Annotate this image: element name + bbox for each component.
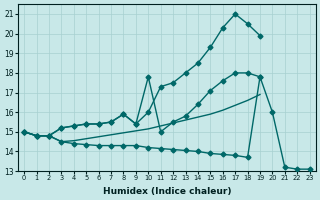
X-axis label: Humidex (Indice chaleur): Humidex (Indice chaleur): [103, 187, 231, 196]
